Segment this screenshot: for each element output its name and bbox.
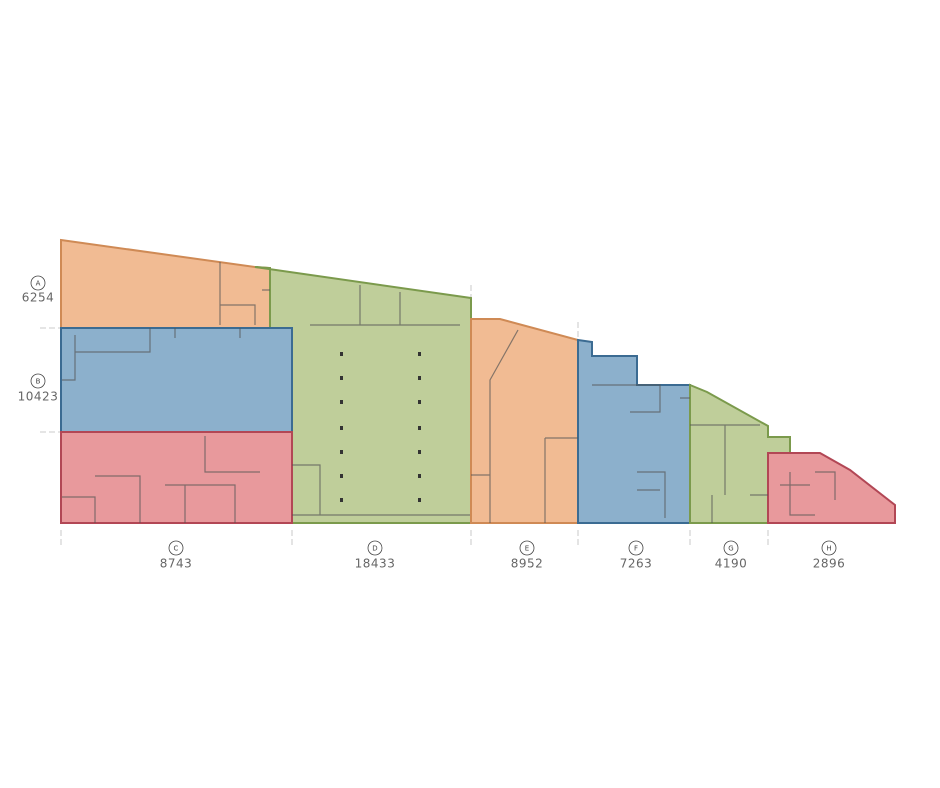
column [340, 376, 343, 380]
unit-b-area [60, 327, 293, 433]
column [418, 352, 421, 356]
column [418, 426, 421, 430]
unit-letter: E [525, 545, 529, 553]
unit-letter: B [36, 378, 41, 386]
units [60, 238, 896, 524]
column [340, 450, 343, 454]
unit-area: 10423 [18, 390, 59, 404]
unit-letter: F [634, 545, 638, 553]
unit-h-area [767, 452, 896, 524]
column [340, 400, 343, 404]
unit-area: 8743 [160, 557, 193, 571]
wall [471, 329, 578, 523]
unit-marker [168, 540, 184, 556]
unit-area: 6254 [22, 291, 55, 305]
unit-a-area [60, 238, 271, 329]
dimension-lines [40, 285, 769, 545]
wall [690, 424, 768, 523]
unit-marker [723, 540, 739, 556]
column [418, 498, 421, 502]
wall [292, 464, 470, 516]
unit-letter: C [174, 545, 179, 553]
unit-g-area [689, 383, 791, 524]
wall [592, 384, 690, 518]
unit-c-area [60, 431, 293, 524]
column [340, 474, 343, 478]
column [340, 498, 343, 502]
unit-marker [30, 275, 46, 291]
unit-area: 7263 [620, 557, 653, 571]
unit-f-area [577, 338, 691, 524]
unit-letter: A [36, 280, 41, 288]
column [418, 474, 421, 478]
unit-marker [628, 540, 644, 556]
unit-marker [519, 540, 535, 556]
unit-marker [367, 540, 383, 556]
unit-letter: G [728, 545, 733, 553]
unit-area: 8952 [511, 557, 544, 571]
wall [219, 262, 270, 325]
column [418, 376, 421, 380]
column [340, 426, 343, 430]
column [418, 400, 421, 404]
unit-marker [821, 540, 837, 556]
column [340, 352, 343, 356]
unit-letter: D [372, 545, 377, 553]
unit-letter: H [826, 545, 831, 553]
unit-e-area [470, 318, 579, 524]
interior-walls [62, 262, 836, 523]
unit-area: 18433 [355, 557, 396, 571]
unit-area: 2896 [813, 557, 846, 571]
column [418, 450, 421, 454]
wall [310, 285, 460, 326]
unit-area: 4190 [715, 557, 748, 571]
unit-marker [30, 373, 46, 389]
column-markers [340, 352, 421, 502]
wall [780, 471, 836, 516]
unit-labels: A 6254 B 10423 C 8743 D 18433 E 8952 F 7263 G 4190 H 28… [18, 275, 846, 571]
wall [62, 436, 260, 523]
wall [62, 328, 241, 381]
